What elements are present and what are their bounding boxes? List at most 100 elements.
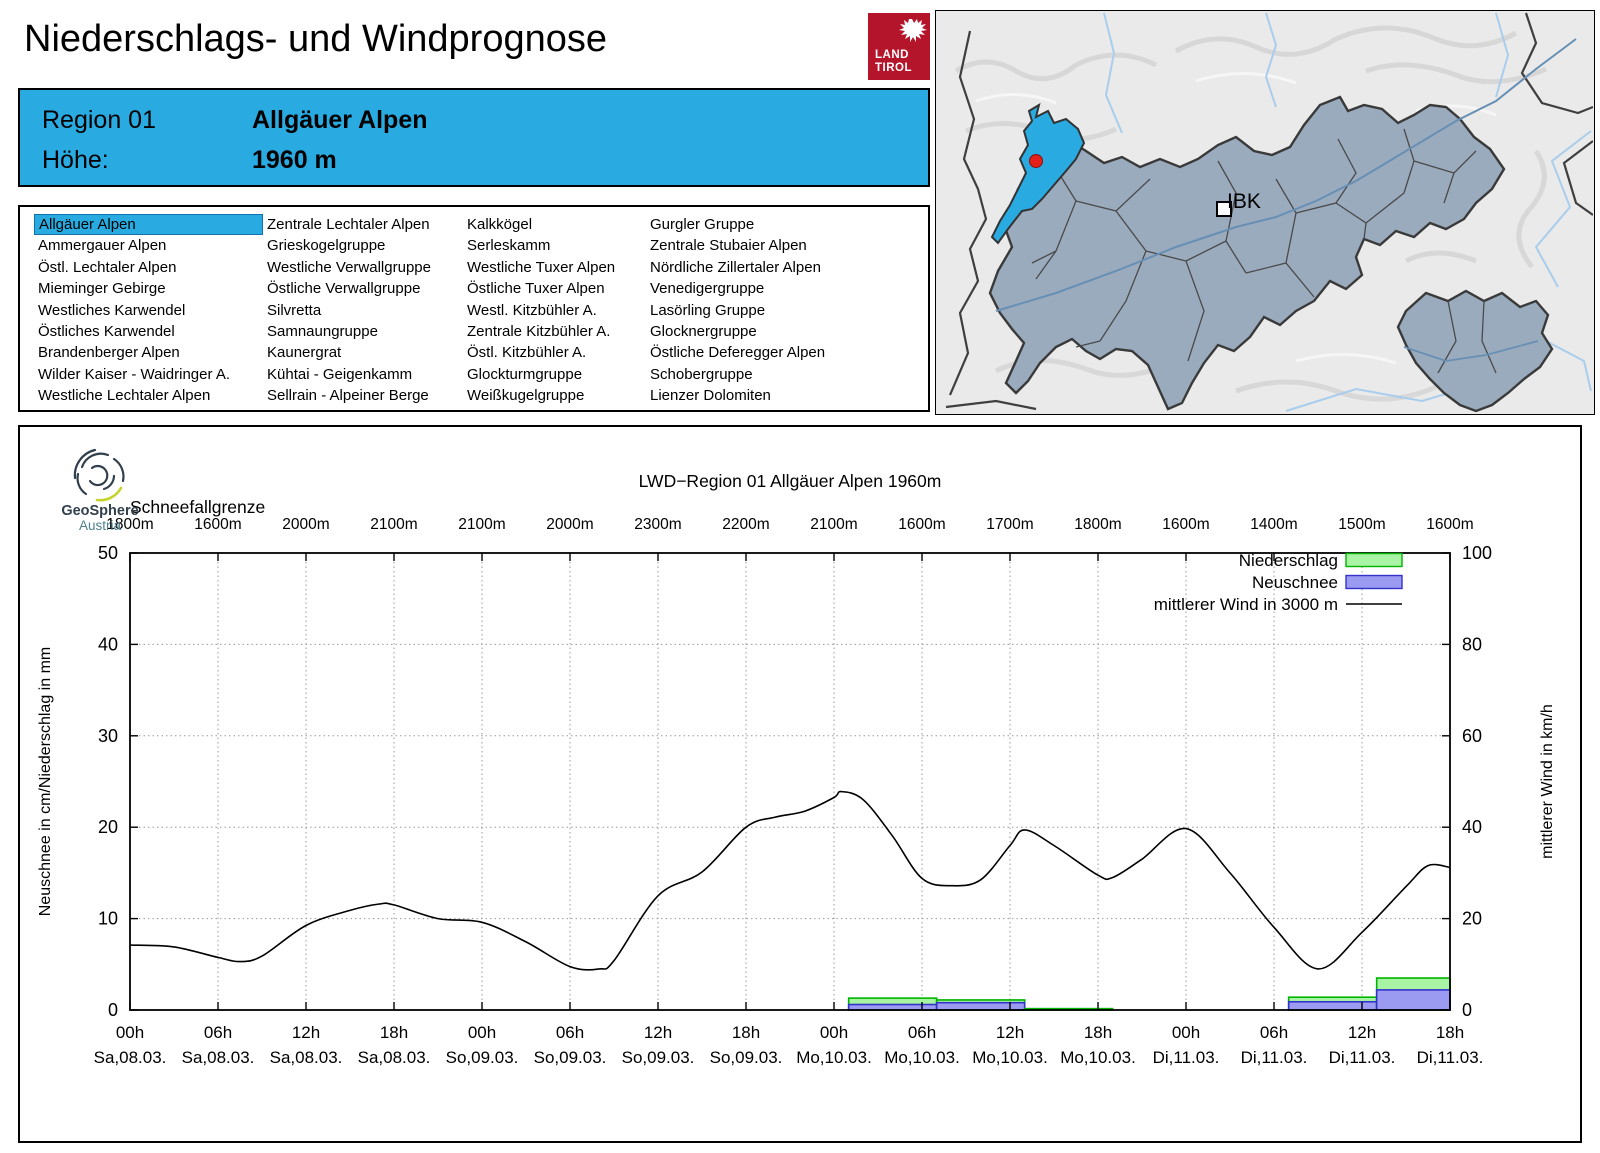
altitude-label: Höhe: [42,146,109,174]
region-list-item[interactable]: Wilder Kaiser - Waidringer A. [38,365,230,383]
snowline-value-label: 2100m [458,516,505,533]
region-list-item[interactable]: Östl. Kitzbühler A. [467,344,587,362]
region-list-item[interactable]: Grieskogelgruppe [267,237,386,255]
x-tick-hour-label: 06h [556,1023,584,1042]
x-tick-day-label: Sa,08.03. [182,1048,255,1067]
y-right-tick-label: 100 [1462,543,1492,563]
neuschnee-bar [935,1001,1026,1011]
region-label: Region 01 [42,106,156,134]
snowline-value-label: 2100m [370,516,417,533]
y-right-tick-label: 0 [1462,1000,1472,1020]
snowline-value-label: 1800m [1074,516,1121,533]
drau-river [1403,340,1539,362]
snowline-value-label: 1700m [986,516,1033,533]
tirol-map: IBK [935,10,1595,415]
snowline-value-label: 1800m [106,516,153,533]
snowline-value-label: 1600m [1162,516,1209,533]
snowline-value-label: 1400m [1250,516,1297,533]
region-list-item[interactable]: Östliches Karwendel [38,322,175,340]
region-list-item[interactable]: Glockturmgruppe [467,365,583,383]
legend-swatch-box [1345,552,1403,568]
region-list-item[interactable]: Lienzer Dolomiten [650,387,771,405]
x-tick-hour-label: 00h [468,1023,496,1042]
region-list-item[interactable]: Silvretta [267,301,322,319]
geosphere-logo: GeoSphere Austria [61,448,139,531]
region-list-item[interactable]: Westliche Verwallgruppe [267,258,431,276]
region-list-item[interactable]: Weißkugelgruppe [467,387,585,405]
x-tick-hour-label: 06h [1260,1023,1288,1042]
x-tick-day-label: Mo,10.03. [972,1048,1048,1067]
legend-label: mittlerer Wind in 3000 m [1154,595,1338,614]
region-list-item[interactable]: Zentrale Lechtaler Alpen [267,216,430,233]
y-right-tick-label: 60 [1462,726,1482,746]
region-list-item[interactable]: Kaunergrat [267,344,342,362]
x-tick-day-label: Di,11.03. [1417,1048,1484,1067]
y-left-tick-label: 0 [108,1000,118,1020]
region-list-item[interactable]: Brandenberger Alpen [38,344,180,362]
region-list-item[interactable]: Ammergauer Alpen [38,237,167,255]
snowline-value-label: 2000m [546,516,593,533]
x-tick-hour-label: 18h [380,1023,408,1042]
region-list-item[interactable]: Glocknergruppe [650,322,757,340]
region-list-item[interactable]: Östliche Verwallgruppe [267,280,421,298]
y-left-tick-label: 10 [98,909,118,929]
region-list-item[interactable]: Mieminger Gebirge [38,280,166,298]
forecast-chart-panel: GeoSphere Austria 00h Sa,08.03. 1800m 06h Sa… [18,425,1582,1143]
x-tick-day-label: Di,11.03. [1153,1048,1220,1067]
region-list-column: Zentrale Lechtaler Alpen Grieskogelgruppe… [263,214,463,410]
region-list-item[interactable]: Zentrale Kitzbühler A. [467,322,611,340]
region-list-item[interactable]: Gurgler Gruppe [650,216,755,233]
region-list-item[interactable]: Nördliche Zillertaler Alpen [650,258,821,276]
y-right-axis-title: mittlerer Wind in km/h [1539,704,1556,859]
ibk-label: IBK [1227,190,1261,213]
region-list-item[interactable]: Westliche Tuxer Alpen [467,258,616,276]
snowline-value-label: 1600m [898,516,945,533]
region-list-item[interactable]: Östliche Deferegger Alpen [650,344,826,362]
land-tirol-logo: LAND TIROL [868,13,930,80]
region-list-item[interactable]: Serleskamm [467,237,551,255]
east-tirol-shape [1396,289,1554,413]
region-list-item[interactable]: Venedigergruppe [650,280,765,298]
region-list-item[interactable]: Kühtai - Geigenkamm [267,365,413,383]
region-list-item[interactable]: Schobergruppe [650,365,753,383]
x-tick-hour-label: 18h [1084,1023,1112,1042]
x-tick-hour-label: 12h [1348,1023,1376,1042]
land-logo-line1: LAND [875,49,909,61]
region-list-item[interactable]: Westliche Lechtaler Alpen [38,387,211,405]
region-list-item[interactable]: Westl. Kitzbühler A. [467,301,597,319]
region-list-item[interactable]: Allgäuer Alpen [34,214,263,236]
x-tick-day-label: Mo,10.03. [884,1048,960,1067]
region-list-item[interactable]: Sellrain - Alpeiner Berge [267,387,429,405]
snowline-value-label: 1500m [1338,516,1385,533]
plot-frame [129,552,1451,1011]
snowline-value-label: 1600m [1426,516,1473,533]
east-tirol-borders [1437,300,1497,374]
x-tick-hour-label: 18h [1436,1023,1464,1042]
region-list-column: Kalkkögel Serleskamm Westliche Tuxer Alpen… [463,214,646,410]
x-tick-day-label: So,09.03. [534,1048,607,1067]
x-tick-day-label: Sa,08.03. [358,1048,431,1067]
altitude-value: 1960 m [252,146,337,174]
y-left-tick-label: 30 [98,726,118,746]
x-tick-hour-label: 18h [732,1023,760,1042]
neuschnee-bar [1287,1000,1378,1011]
region-list-item[interactable]: Kalkkögel [467,216,533,233]
y-left-axis-title: Neuschnee in cm/Niederschlag in mm [37,647,54,916]
page-title: Niederschlags- und Windprognose [24,18,607,60]
region-list-item[interactable]: Lasörling Gruppe [650,301,766,319]
x-tick-hour-label: 00h [116,1023,144,1042]
region-list-item[interactable]: Samnaungruppe [267,322,378,340]
region-list-item[interactable]: Zentrale Stubaier Alpen [650,237,807,255]
region-list-item[interactable]: Östl. Lechtaler Alpen [38,258,177,276]
x-tick-hour-label: 06h [204,1023,232,1042]
x-tick-day-label: Di,11.03. [1329,1048,1396,1067]
x-tick-day-label: So,09.03. [622,1048,695,1067]
region-list-item[interactable]: Östliche Tuxer Alpen [467,280,605,298]
snowline-value-label: 2200m [722,516,769,533]
altitude-row: Höhe: 1960 m [42,146,337,175]
x-tick-day-label: Sa,08.03. [270,1048,343,1067]
snowline-heading: Schneefallgrenze [130,497,265,517]
neuschnee-bar [1375,989,1451,1011]
region-list-item[interactable]: Westliches Karwendel [38,301,186,319]
y-left-tick-label: 50 [98,543,118,563]
